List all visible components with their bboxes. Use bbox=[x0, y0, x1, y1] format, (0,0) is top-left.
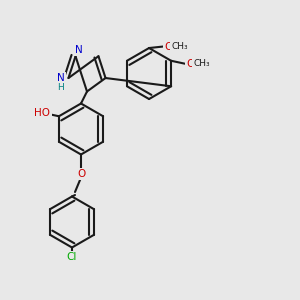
Text: N: N bbox=[75, 45, 83, 55]
Text: O: O bbox=[187, 59, 195, 69]
Text: Cl: Cl bbox=[67, 252, 77, 262]
Text: CH₃: CH₃ bbox=[172, 42, 188, 51]
Text: CH₃: CH₃ bbox=[194, 59, 210, 68]
Text: H: H bbox=[58, 82, 64, 91]
Text: N: N bbox=[57, 73, 65, 83]
Text: O: O bbox=[77, 169, 85, 179]
Text: O: O bbox=[164, 41, 173, 52]
Text: HO: HO bbox=[34, 108, 50, 118]
